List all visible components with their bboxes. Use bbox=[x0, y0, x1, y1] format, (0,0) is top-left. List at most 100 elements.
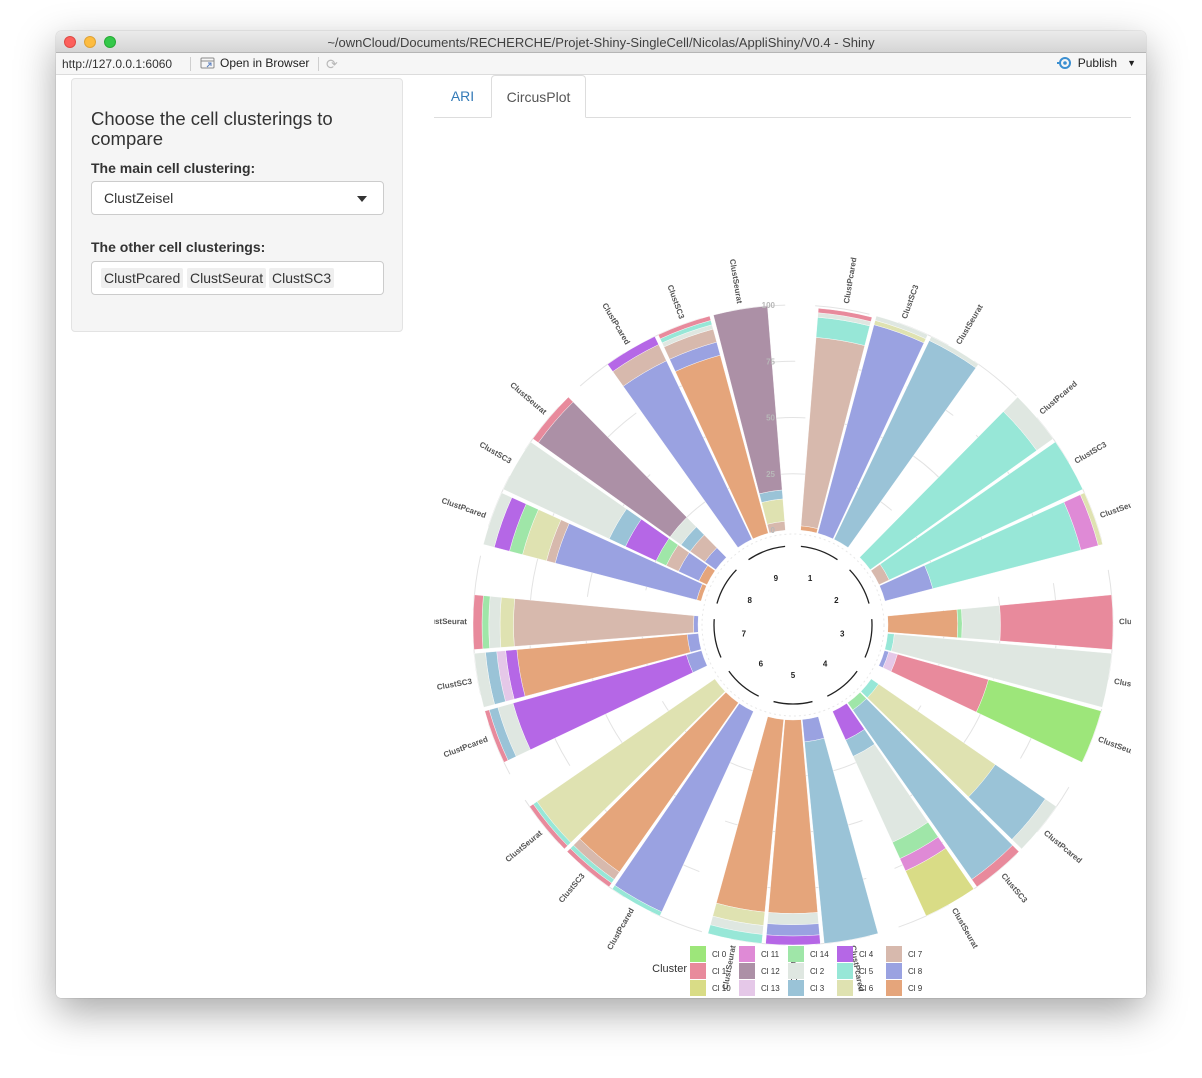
bar-segment bbox=[804, 738, 879, 944]
group-arc bbox=[713, 619, 722, 658]
main-clustering-label: The main cell clustering: bbox=[91, 160, 256, 176]
legend-swatch bbox=[837, 963, 853, 979]
legend-swatch bbox=[837, 980, 853, 996]
bar-segment bbox=[874, 315, 929, 340]
tab-bar: ARI CircusPlot bbox=[434, 75, 1131, 118]
bar-segment bbox=[502, 441, 627, 540]
bar-label: ClustPcared bbox=[442, 735, 489, 760]
clustering-chip[interactable]: ClustSC3 bbox=[269, 268, 335, 288]
zoom-window-button[interactable] bbox=[104, 36, 116, 48]
sidebar-panel: Choose the cell clusterings to compare T… bbox=[71, 78, 403, 332]
open-in-browser-button[interactable]: Open in Browser bbox=[200, 56, 309, 70]
clustering-chip[interactable]: ClustPcared bbox=[101, 268, 184, 288]
group-arc bbox=[864, 619, 873, 658]
legend-label: Cl 1 bbox=[712, 967, 727, 976]
group-label: 2 bbox=[834, 596, 839, 605]
bar-segment bbox=[693, 615, 699, 633]
bar-label: ClustPcared bbox=[440, 496, 487, 520]
bar-label: ClustPcared bbox=[842, 257, 859, 305]
bar-segment bbox=[1080, 492, 1103, 546]
bar-label: ClustSeurat bbox=[504, 828, 545, 864]
bar-label: ClustSC3 bbox=[557, 871, 587, 904]
bar-segment bbox=[817, 308, 873, 322]
minimize-window-button[interactable] bbox=[84, 36, 96, 48]
legend-label: Cl 6 bbox=[859, 984, 874, 993]
bar-segment bbox=[484, 709, 509, 763]
main-clustering-select[interactable]: ClustZeisel bbox=[91, 181, 384, 215]
other-clusterings-input[interactable]: ClustPcared ClustSeurat ClustSC3 bbox=[91, 261, 384, 295]
bar-segment bbox=[879, 441, 1084, 581]
bar-label: ClustSC3 bbox=[436, 677, 473, 692]
group-arc bbox=[748, 545, 786, 561]
bar-segment bbox=[483, 492, 513, 548]
bar-label: ClustSC3 bbox=[999, 872, 1029, 905]
legend-swatch bbox=[690, 963, 706, 979]
legend-swatch bbox=[739, 963, 755, 979]
group-arc bbox=[827, 670, 858, 697]
close-window-button[interactable] bbox=[64, 36, 76, 48]
viewer-toolbar: http://127.0.0.1:6060 Open in Browser ⟳ … bbox=[56, 53, 1146, 75]
tab-ari[interactable]: ARI bbox=[450, 88, 475, 104]
bar-label: ClustSeurat bbox=[950, 906, 980, 950]
bar-segment bbox=[532, 396, 574, 443]
legend-swatch bbox=[788, 946, 804, 962]
bar-segment bbox=[488, 596, 502, 649]
window-title: ~/ownCloud/Documents/RECHERCHE/Projet-Sh… bbox=[327, 35, 875, 50]
legend-label: Cl 11 bbox=[761, 950, 780, 959]
caret-down-icon bbox=[357, 196, 367, 202]
bar-segment bbox=[566, 848, 612, 888]
legend-swatch bbox=[886, 946, 902, 962]
bar-segment bbox=[474, 652, 495, 708]
bar-segment bbox=[529, 803, 568, 850]
publish-button[interactable]: Publish ▼ bbox=[1056, 56, 1136, 70]
refresh-icon[interactable]: ⟳ bbox=[326, 56, 338, 72]
group-label: 6 bbox=[759, 659, 764, 668]
bar-label: ClustPcared bbox=[600, 301, 632, 346]
legend-label: Cl 9 bbox=[908, 984, 923, 993]
group-label: 9 bbox=[774, 574, 779, 583]
legend-swatch bbox=[886, 980, 902, 996]
bar-segment bbox=[956, 608, 963, 639]
bar-label: ClustPcared bbox=[1042, 829, 1084, 866]
legend-title: Cluster bbox=[652, 963, 687, 975]
bar-segment bbox=[657, 315, 712, 340]
tab-circusplot[interactable]: CircusPlot bbox=[491, 75, 586, 118]
bar-label: ClustPcared bbox=[1038, 379, 1079, 416]
group-label: 1 bbox=[808, 574, 813, 583]
axis-tick-label: 50 bbox=[766, 414, 775, 423]
publish-label: Publish bbox=[1077, 56, 1118, 70]
group-arc bbox=[800, 545, 838, 561]
bar-segment bbox=[499, 597, 515, 648]
main-clustering-value: ClustZeisel bbox=[104, 190, 174, 206]
shiny-app: Choose the cell clusterings to compare T… bbox=[56, 75, 1146, 998]
legend-label: Cl 5 bbox=[859, 967, 874, 976]
bar-label: ClustSeurat bbox=[434, 617, 467, 626]
bar-label: ClustSC3 bbox=[1113, 677, 1131, 692]
toolbar-divider bbox=[318, 57, 319, 71]
legend-label: Cl 14 bbox=[810, 950, 829, 959]
bar-segment bbox=[472, 594, 484, 650]
axis-tick-label: 0 bbox=[771, 526, 776, 535]
bar-segment bbox=[607, 336, 659, 372]
bar-segment bbox=[713, 305, 783, 495]
legend-swatch bbox=[739, 946, 755, 962]
bar-segment bbox=[961, 605, 1001, 642]
axis-tick-label: 100 bbox=[762, 301, 776, 310]
legend-swatch bbox=[886, 963, 902, 979]
clustering-chip[interactable]: ClustSeurat bbox=[187, 268, 267, 288]
legend-label: Cl 8 bbox=[908, 967, 923, 976]
bar-segment bbox=[611, 885, 663, 917]
legend-swatch bbox=[788, 980, 804, 996]
bar-label: ClustSeurat bbox=[1099, 496, 1131, 520]
axis-tick-label: 25 bbox=[766, 470, 775, 479]
chevron-down-icon[interactable]: ▼ bbox=[1127, 58, 1136, 68]
bar-segment bbox=[767, 912, 819, 925]
bar-segment bbox=[766, 923, 820, 937]
inner-circle bbox=[701, 533, 885, 717]
legend-swatch bbox=[690, 946, 706, 962]
bar-segment bbox=[887, 609, 958, 638]
group-label: 3 bbox=[840, 630, 845, 639]
group-arc bbox=[728, 670, 759, 697]
legend-label: Cl 0 bbox=[712, 950, 727, 959]
url-label[interactable]: http://127.0.0.1:6060 bbox=[62, 57, 173, 71]
